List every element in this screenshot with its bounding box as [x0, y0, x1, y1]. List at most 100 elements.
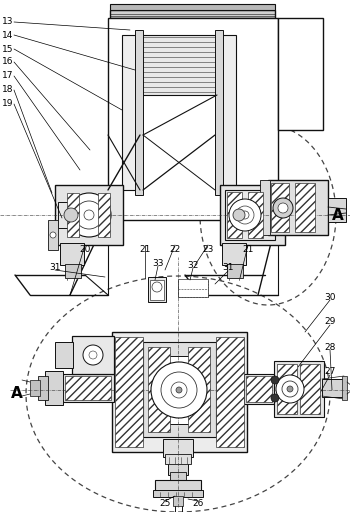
- Bar: [148, 347, 170, 432]
- Text: 18: 18: [1, 86, 13, 95]
- Circle shape: [271, 394, 279, 402]
- Bar: [165, 454, 191, 464]
- Bar: [112, 332, 247, 452]
- Circle shape: [287, 386, 293, 392]
- Bar: [48, 220, 58, 250]
- Bar: [108, 18, 278, 220]
- Bar: [248, 192, 263, 238]
- Circle shape: [278, 203, 288, 213]
- Text: 23: 23: [202, 245, 214, 253]
- Text: 30: 30: [324, 292, 336, 302]
- Circle shape: [75, 201, 103, 229]
- Text: 14: 14: [2, 31, 13, 39]
- Bar: [178, 279, 208, 297]
- Circle shape: [241, 211, 249, 219]
- Bar: [218, 35, 236, 190]
- Bar: [55, 185, 123, 245]
- Bar: [222, 243, 246, 265]
- Bar: [140, 35, 218, 95]
- Circle shape: [83, 345, 103, 365]
- Bar: [115, 337, 143, 447]
- Bar: [62, 374, 114, 402]
- Bar: [65, 264, 81, 278]
- Bar: [65, 376, 111, 400]
- Circle shape: [151, 362, 207, 418]
- Bar: [274, 361, 324, 417]
- Circle shape: [89, 351, 97, 359]
- Circle shape: [171, 382, 187, 398]
- Circle shape: [236, 206, 254, 224]
- Circle shape: [67, 193, 111, 237]
- Circle shape: [152, 282, 162, 292]
- Text: 21: 21: [139, 245, 151, 253]
- Circle shape: [161, 372, 197, 408]
- Circle shape: [273, 198, 293, 218]
- Bar: [58, 202, 84, 228]
- Bar: [215, 30, 223, 195]
- Circle shape: [271, 376, 279, 384]
- Text: 31: 31: [49, 263, 61, 271]
- Bar: [342, 376, 347, 400]
- Bar: [246, 376, 272, 402]
- Text: 27: 27: [324, 368, 336, 376]
- Text: 33: 33: [152, 259, 164, 267]
- Circle shape: [64, 208, 78, 222]
- Bar: [163, 439, 193, 457]
- Text: 17: 17: [1, 72, 13, 80]
- Text: 22: 22: [169, 245, 181, 253]
- Bar: [45, 371, 63, 405]
- Text: 29: 29: [324, 317, 336, 327]
- Bar: [170, 472, 186, 482]
- Text: 16: 16: [1, 57, 13, 67]
- Bar: [150, 280, 164, 300]
- Text: 19: 19: [1, 99, 13, 109]
- Bar: [98, 193, 110, 237]
- Bar: [268, 180, 328, 235]
- Bar: [110, 10, 275, 18]
- Text: A: A: [332, 207, 344, 223]
- Text: 20: 20: [79, 245, 91, 253]
- Bar: [173, 496, 183, 506]
- Text: 15: 15: [1, 45, 13, 53]
- Text: 28: 28: [324, 343, 336, 352]
- Bar: [110, 4, 275, 10]
- Bar: [30, 380, 40, 396]
- Bar: [220, 185, 285, 245]
- Circle shape: [276, 375, 304, 403]
- Bar: [155, 356, 203, 424]
- Bar: [227, 264, 243, 278]
- Bar: [278, 18, 323, 130]
- Bar: [143, 342, 216, 437]
- Bar: [148, 277, 166, 302]
- Bar: [216, 337, 244, 447]
- Bar: [328, 198, 346, 222]
- Bar: [67, 193, 79, 237]
- Bar: [244, 374, 274, 404]
- Bar: [135, 30, 143, 195]
- Circle shape: [84, 210, 94, 220]
- Bar: [122, 35, 140, 190]
- Bar: [228, 202, 250, 228]
- Bar: [55, 342, 73, 368]
- Circle shape: [233, 209, 245, 221]
- Bar: [225, 190, 275, 240]
- Bar: [260, 180, 270, 235]
- Text: 25: 25: [159, 500, 171, 508]
- Bar: [322, 379, 344, 397]
- Bar: [295, 183, 315, 232]
- Bar: [300, 364, 320, 414]
- Bar: [271, 183, 289, 232]
- Circle shape: [229, 199, 261, 231]
- Text: 31: 31: [222, 264, 234, 272]
- Bar: [38, 376, 48, 400]
- Bar: [168, 455, 188, 475]
- Bar: [153, 490, 203, 497]
- Bar: [60, 243, 84, 265]
- Text: A: A: [11, 387, 23, 401]
- Bar: [72, 336, 114, 374]
- Text: 21: 21: [242, 245, 254, 253]
- Bar: [155, 480, 201, 492]
- Bar: [188, 347, 210, 432]
- Text: 32: 32: [187, 261, 199, 269]
- Circle shape: [282, 381, 298, 397]
